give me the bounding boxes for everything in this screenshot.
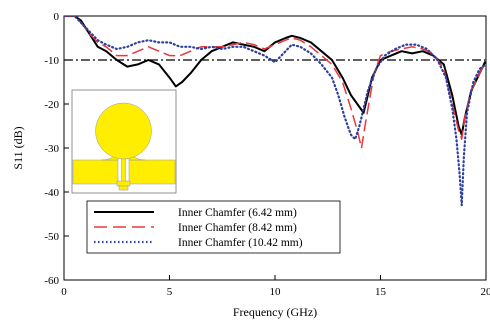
legend: Inner Chamfer (6.42 mm) Inner Chamfer (8… bbox=[86, 200, 341, 254]
y-tick-label: 0 bbox=[54, 11, 60, 23]
y-tick-label: -50 bbox=[44, 231, 59, 243]
legend-label-10-42: Inner Chamfer (10.42 mm) bbox=[178, 237, 303, 249]
y-tick-label: -30 bbox=[44, 143, 59, 155]
radiating-patch bbox=[95, 102, 152, 160]
x-tick-label: 15 bbox=[375, 286, 387, 298]
series-line-2 bbox=[64, 16, 486, 207]
feed-connector bbox=[116, 180, 131, 187]
x-axis-label: Frequency (GHz) bbox=[233, 305, 317, 319]
ground-plane-right bbox=[128, 159, 176, 185]
series-line-1 bbox=[64, 16, 486, 149]
x-tick-label: 5 bbox=[167, 286, 173, 298]
y-tick-label: -60 bbox=[44, 275, 59, 287]
legend-box bbox=[86, 200, 341, 254]
y-axis: 0 -10 -20 -30 -40 -50 -60 bbox=[44, 11, 69, 287]
x-tick-label: 20 bbox=[481, 286, 490, 298]
legend-label-6-42: Inner Chamfer (6.42 mm) bbox=[178, 207, 297, 219]
x-tick-label: 10 bbox=[270, 286, 282, 298]
feed-connector-base bbox=[118, 185, 129, 191]
legend-label-8-42: Inner Chamfer (8.42 mm) bbox=[178, 222, 297, 234]
y-axis-label: S11 (dB) bbox=[11, 126, 25, 169]
ground-plane-left bbox=[72, 159, 119, 185]
y-tick-label: -40 bbox=[44, 187, 59, 199]
y-tick-label: -10 bbox=[44, 55, 59, 67]
x-tick-label: 0 bbox=[61, 286, 67, 298]
series-layer bbox=[64, 16, 486, 207]
y-tick-label: -20 bbox=[44, 99, 59, 111]
x-axis: 0 5 10 15 20 bbox=[61, 275, 490, 298]
antenna-inset bbox=[71, 89, 177, 194]
